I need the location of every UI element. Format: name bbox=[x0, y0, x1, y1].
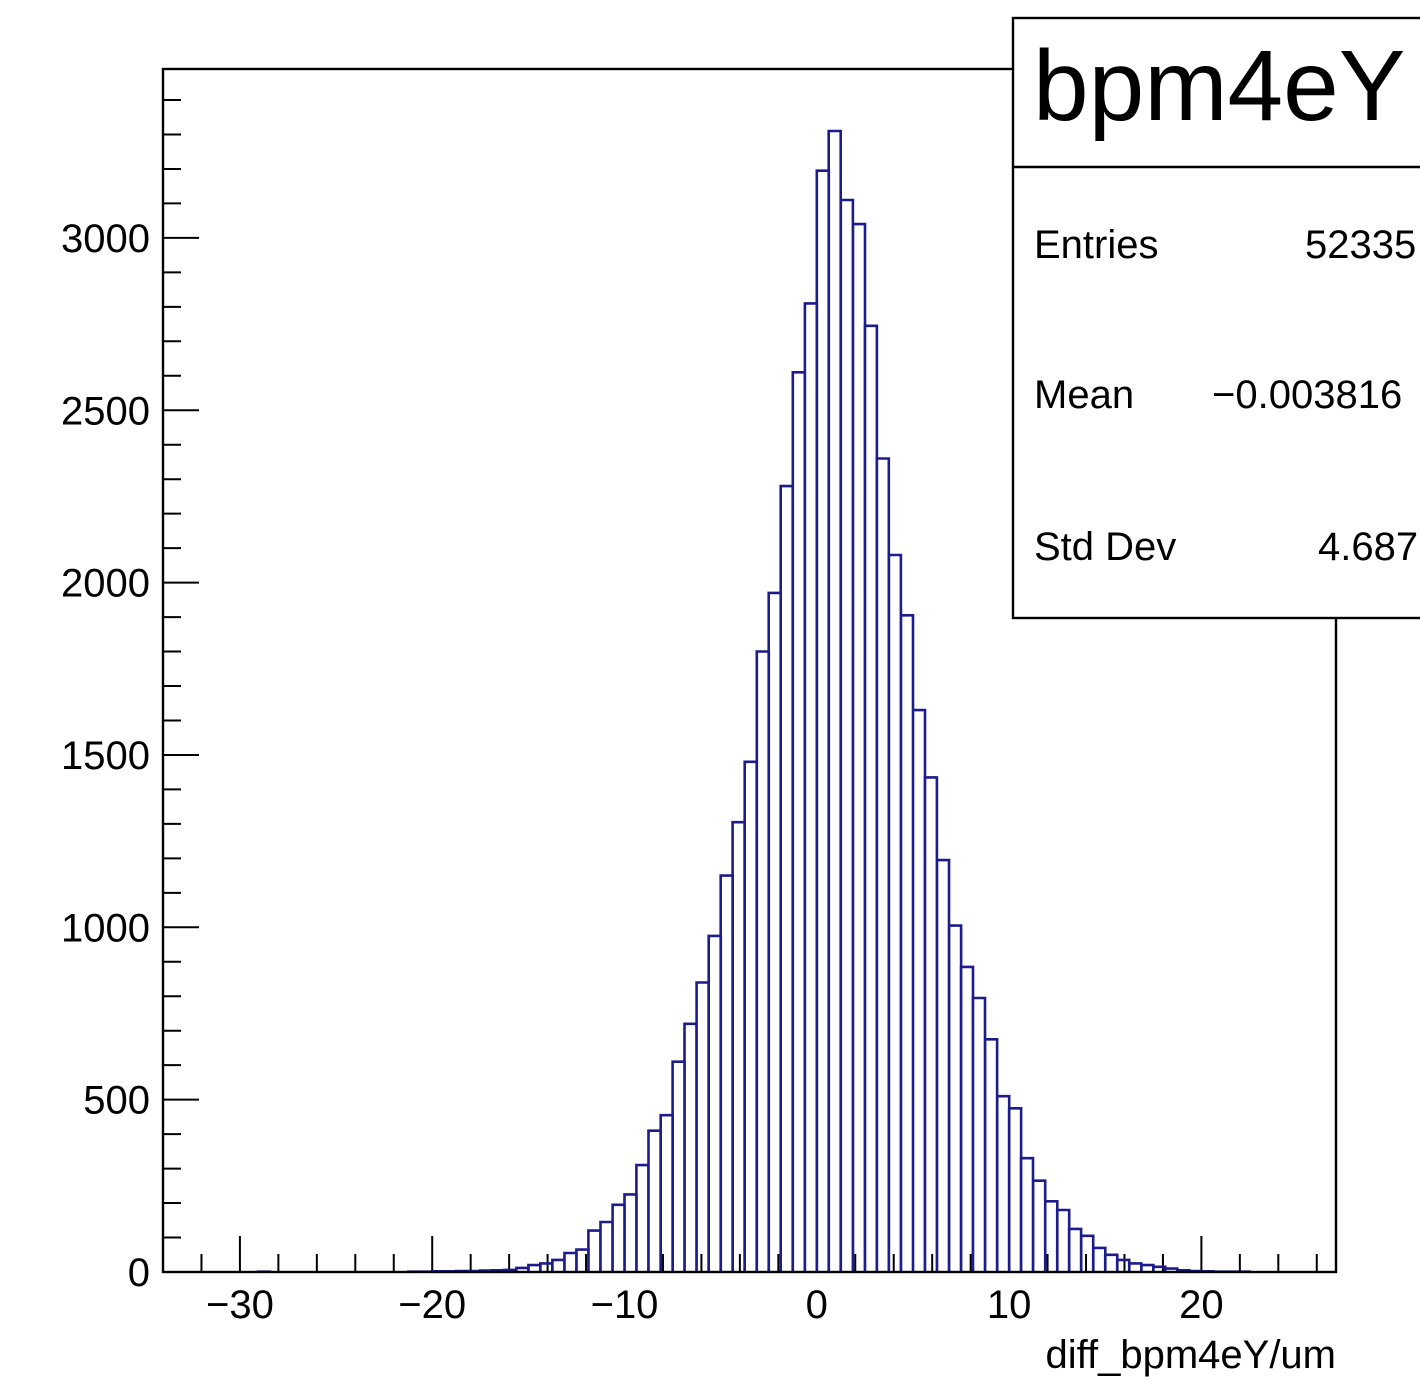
y-tick-label: 1000 bbox=[61, 906, 150, 950]
plot-frame bbox=[161, 67, 1338, 1274]
x-tick-label: 20 bbox=[1179, 1283, 1224, 1327]
x-tick-label: −20 bbox=[398, 1283, 466, 1327]
x-tick-labels: −30 −20 −10 0 10 20 bbox=[206, 1283, 1224, 1327]
x-tick-label: −10 bbox=[591, 1283, 659, 1327]
x-tick-label: 0 bbox=[806, 1283, 828, 1327]
y-tick-label: 3000 bbox=[61, 217, 150, 261]
y-tick-label: 1500 bbox=[61, 734, 150, 778]
y-tick-label: 500 bbox=[83, 1079, 150, 1123]
stats-stddev-value: 4.687 bbox=[1318, 525, 1418, 569]
stats-box-border bbox=[1011, 16, 1420, 620]
y-tick-label: 2500 bbox=[61, 389, 150, 433]
x-tick-label: 10 bbox=[987, 1283, 1032, 1327]
stats-entries-value: 52335 bbox=[1305, 223, 1416, 267]
stats-entries-label: Entries bbox=[1034, 223, 1159, 267]
x-axis-title: diff_bpm4eY/um bbox=[1045, 1333, 1336, 1377]
x-tick-label: −30 bbox=[206, 1283, 274, 1327]
stats-box-title: bpm4eY bbox=[1033, 30, 1405, 142]
stats-mean-label: Mean bbox=[1034, 373, 1134, 417]
stats-mean-value: −0.003816 bbox=[1212, 373, 1402, 417]
y-tick-label: 0 bbox=[128, 1251, 150, 1295]
y-tick-label: 2000 bbox=[61, 562, 150, 606]
y-tick-labels: 0 500 1000 1500 2000 2500 3000 bbox=[61, 217, 150, 1295]
stats-box: bpm4eY Entries 52335 Mean −0.003816 Std … bbox=[1011, 16, 1420, 620]
stats-stddev-label: Std Dev bbox=[1034, 525, 1176, 569]
